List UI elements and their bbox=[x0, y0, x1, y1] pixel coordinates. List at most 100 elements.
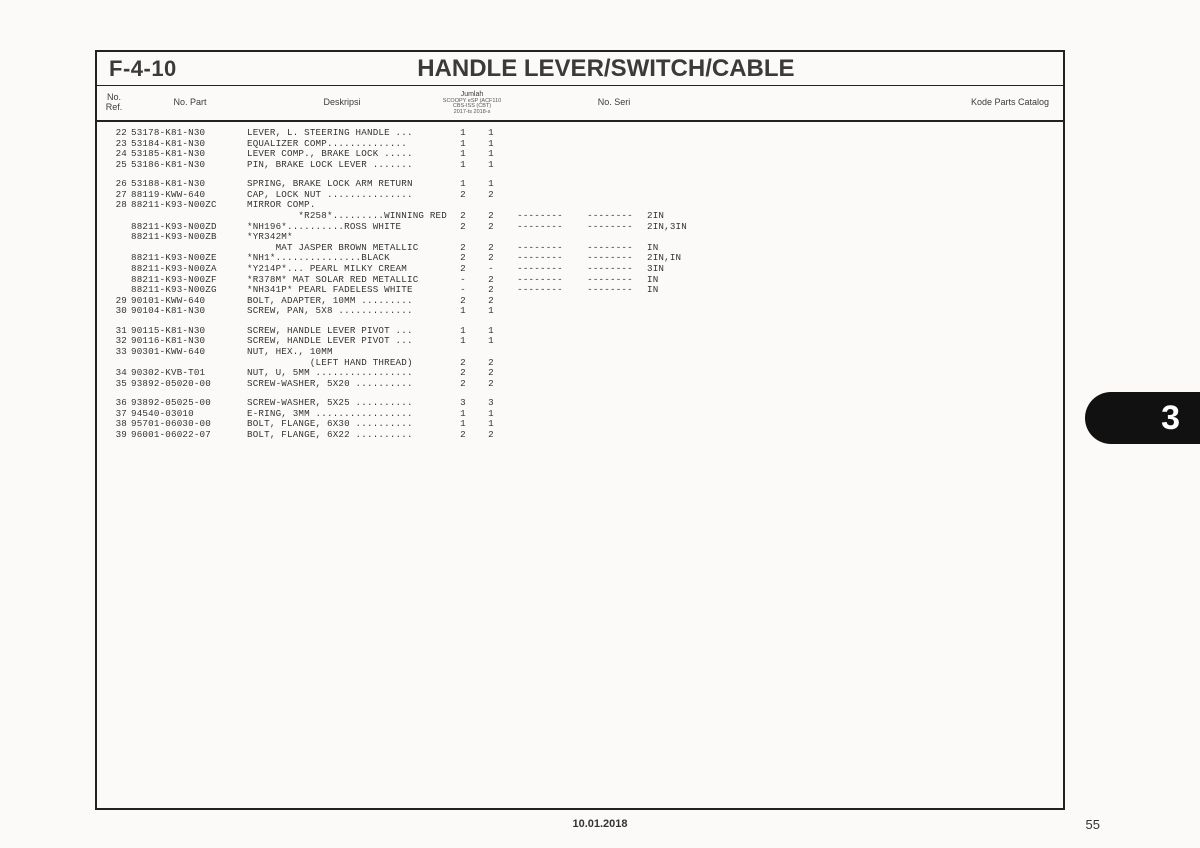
seri2-cell bbox=[575, 306, 645, 317]
ref-cell bbox=[103, 264, 129, 275]
table-row: 2253178-K81-N30LEVER, L. STEERING HANDLE… bbox=[103, 128, 755, 139]
parts-table: 2253178-K81-N30LEVER, L. STEERING HANDLE… bbox=[103, 128, 755, 441]
kode-cell bbox=[645, 128, 755, 139]
desc-cell: LEVER, L. STEERING HANDLE ... bbox=[245, 128, 449, 139]
qty1-cell: 2 bbox=[449, 264, 477, 275]
seri1-cell bbox=[505, 336, 575, 347]
ref-cell: 25 bbox=[103, 160, 129, 171]
part-cell: 88211-K93-N00ZA bbox=[129, 264, 245, 275]
seri2-cell bbox=[575, 139, 645, 150]
qty1-cell: 2 bbox=[449, 190, 477, 201]
kode-cell bbox=[645, 347, 755, 358]
seri1-cell bbox=[505, 419, 575, 430]
seri2-cell bbox=[575, 358, 645, 369]
col-part: No. Part bbox=[131, 86, 249, 120]
col-ref: No. Ref. bbox=[97, 86, 131, 120]
part-cell: 88211-K93-N00ZC bbox=[129, 200, 245, 211]
qty-sub3: 2017-ts 2018-s bbox=[454, 110, 491, 116]
kode-cell bbox=[645, 139, 755, 150]
kode-cell bbox=[645, 160, 755, 171]
kode-cell bbox=[645, 326, 755, 337]
desc-cell: *Y214P*... PEARL MILKY CREAM bbox=[245, 264, 449, 275]
parts-body: 2253178-K81-N30LEVER, L. STEERING HANDLE… bbox=[103, 128, 755, 441]
seri1-cell bbox=[505, 430, 575, 441]
part-cell: 90104-K81-N30 bbox=[129, 306, 245, 317]
desc-cell: BOLT, FLANGE, 6X22 .......... bbox=[245, 430, 449, 441]
seri1-cell bbox=[505, 306, 575, 317]
ref-cell bbox=[103, 275, 129, 286]
seri1-cell bbox=[505, 296, 575, 307]
qty1-cell: 2 bbox=[449, 379, 477, 390]
seri1-cell bbox=[505, 379, 575, 390]
qty2-cell: 2 bbox=[477, 222, 505, 233]
seri2-cell bbox=[575, 379, 645, 390]
col-qty: Jumlah SCOOPY eSP (ACF110 CBS-ISS (CBT) … bbox=[435, 86, 509, 120]
page: F-4-10 HANDLE LEVER/SWITCH/CABLE No. Ref… bbox=[0, 0, 1200, 848]
ref-cell bbox=[103, 222, 129, 233]
seri2-cell bbox=[575, 160, 645, 171]
seri1-cell: -------- bbox=[505, 264, 575, 275]
seri2-cell bbox=[575, 419, 645, 430]
table-row: 3090104-K81-N30SCREW, PAN, 5X8 .........… bbox=[103, 306, 755, 317]
qty2-cell bbox=[477, 347, 505, 358]
ref-cell: 28 bbox=[103, 200, 129, 211]
ref-cell: 39 bbox=[103, 430, 129, 441]
seri1-cell bbox=[505, 160, 575, 171]
qty2-cell: 1 bbox=[477, 128, 505, 139]
qty1-cell: 1 bbox=[449, 336, 477, 347]
seri1-cell bbox=[505, 190, 575, 201]
qty2-cell: - bbox=[477, 264, 505, 275]
desc-cell: NUT, HEX., 10MM bbox=[245, 347, 449, 358]
part-cell: 90301-KWW-640 bbox=[129, 347, 245, 358]
seri1-cell: -------- bbox=[505, 222, 575, 233]
table-row: 2553186-K81-N30PIN, BRAKE LOCK LEVER ...… bbox=[103, 160, 755, 171]
qty1-cell bbox=[449, 347, 477, 358]
ref-cell bbox=[103, 211, 129, 222]
ref-cell bbox=[103, 253, 129, 264]
table-row: 3693892-05025-00SCREW-WASHER, 5X25 .....… bbox=[103, 398, 755, 409]
sheet-header: F-4-10 HANDLE LEVER/SWITCH/CABLE No. Ref… bbox=[97, 52, 1063, 122]
section-thumb-tab: 3 bbox=[1085, 392, 1200, 444]
seri2-cell bbox=[575, 326, 645, 337]
kode-cell bbox=[645, 306, 755, 317]
seri2-cell bbox=[575, 347, 645, 358]
kode-cell bbox=[645, 430, 755, 441]
ref-cell: 30 bbox=[103, 306, 129, 317]
qty1-cell: 1 bbox=[449, 128, 477, 139]
seri2-cell bbox=[575, 409, 645, 420]
kode-cell bbox=[645, 232, 755, 243]
table-row: 88211-K93-N00ZA*Y214P*... PEARL MILKY CR… bbox=[103, 264, 755, 275]
seri1-cell bbox=[505, 409, 575, 420]
part-cell: 96001-06022-07 bbox=[129, 430, 245, 441]
table-row: 3390301-KWW-640NUT, HEX., 10MM bbox=[103, 347, 755, 358]
kode-cell bbox=[645, 296, 755, 307]
seri2-cell bbox=[575, 128, 645, 139]
kode-cell: IN bbox=[645, 285, 755, 296]
seri1-cell bbox=[505, 398, 575, 409]
section-code: F-4-10 bbox=[97, 54, 189, 84]
seri2-cell bbox=[575, 296, 645, 307]
desc-cell: SCREW, PAN, 5X8 ............. bbox=[245, 306, 449, 317]
kode-cell bbox=[645, 149, 755, 160]
seri2-cell: -------- bbox=[575, 285, 645, 296]
qty1-cell: 1 bbox=[449, 160, 477, 171]
qty2-cell: 2 bbox=[477, 379, 505, 390]
seri2-cell bbox=[575, 190, 645, 201]
qty2-cell: 1 bbox=[477, 306, 505, 317]
qty2-cell: 2 bbox=[477, 430, 505, 441]
seri2-cell: -------- bbox=[575, 264, 645, 275]
seri1-cell bbox=[505, 368, 575, 379]
col-kode: Kode Parts Catalog bbox=[719, 86, 1063, 120]
ref-cell: 35 bbox=[103, 379, 129, 390]
seri1-cell bbox=[505, 149, 575, 160]
seri2-cell bbox=[575, 430, 645, 441]
seri1-cell bbox=[505, 139, 575, 150]
kode-cell: IN bbox=[645, 275, 755, 286]
kode-cell bbox=[645, 368, 755, 379]
kode-cell: 2IN,3IN bbox=[645, 222, 755, 233]
qty1-cell: 1 bbox=[449, 306, 477, 317]
ref-cell bbox=[103, 243, 129, 254]
kode-cell bbox=[645, 358, 755, 369]
seri1-cell: -------- bbox=[505, 285, 575, 296]
qty2-cell: 1 bbox=[477, 336, 505, 347]
